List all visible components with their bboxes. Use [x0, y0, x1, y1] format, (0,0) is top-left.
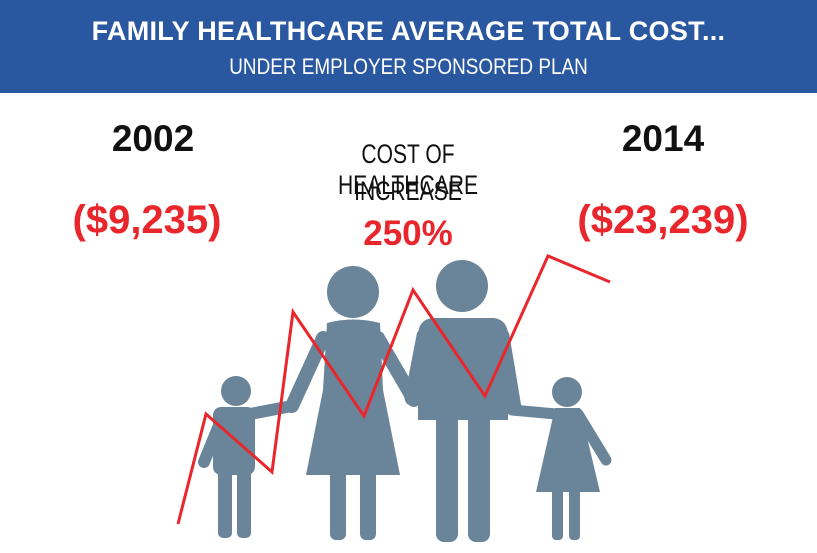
increase-label-line2: INCREASE	[354, 176, 462, 206]
page-title: FAMILY HEALTHCARE AVERAGE TOTAL COST...	[91, 16, 726, 46]
child-left-figure	[198, 376, 298, 538]
start-cost: ($9,235)	[72, 198, 222, 242]
page-subtitle: UNDER EMPLOYER SPONSORED PLAN	[229, 54, 588, 79]
start-year: 2002	[111, 118, 195, 159]
increase-percent: 250%	[363, 214, 453, 253]
increase-label-line1: COST OF HEALTHCARE	[337, 139, 479, 200]
end-year: 2014	[621, 118, 705, 159]
father-figure	[404, 260, 522, 542]
cost-trend-line-icon	[176, 254, 611, 525]
mother-figure	[285, 266, 421, 540]
family-icon	[198, 260, 612, 542]
child-right-figure	[506, 377, 612, 540]
end-cost: ($23,239)	[577, 198, 749, 242]
header-banner: FAMILY HEALTHCARE AVERAGE TOTAL COST... …	[0, 0, 817, 93]
